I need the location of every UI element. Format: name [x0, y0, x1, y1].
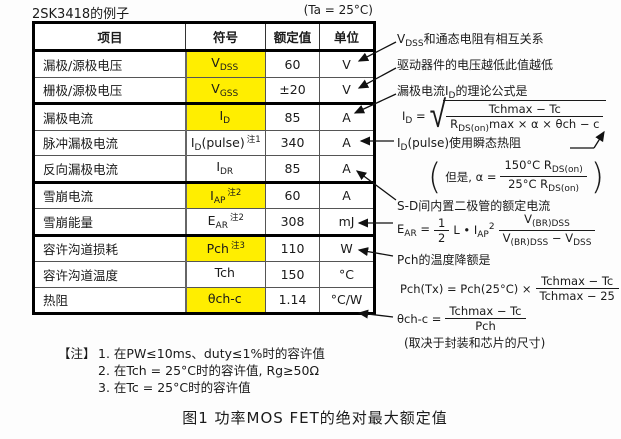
table-row: 脉冲漏极电流 ID(pulse) 注1 340 A	[33, 129, 375, 156]
alpha-formula: ( 但是, α = 150°C RDS(on) 25°C RDS(on) )	[428, 155, 604, 198]
annotation-body-diode: S-D间内置二极管的额定电流	[397, 199, 551, 213]
pch-tx-formula: Pch(Tx) = Pch(25°C) × Tchmax − Tc Tchmax …	[400, 274, 619, 304]
rating-cell: 85	[265, 102, 320, 131]
figure-caption: 图1 功率MOS FET的绝对最大额定值	[182, 409, 448, 427]
symbol-cell: θch-c	[185, 286, 266, 314]
item-cell: 热阻	[33, 286, 187, 314]
unit-cell: °C/W	[319, 286, 375, 314]
unit-cell: A	[319, 102, 375, 131]
symbol-cell: IAP注2	[185, 180, 266, 209]
symbol-cell: VGSS	[185, 76, 266, 104]
symbol-cell: ID	[185, 102, 266, 131]
unit-cell: V	[319, 76, 375, 104]
rating-cell: 60	[265, 50, 320, 78]
rating-cell: 150	[265, 261, 320, 288]
rating-cell: 85	[265, 155, 320, 183]
table-row: 热阻 θch-c 1.14 °C/W	[33, 286, 375, 314]
rating-cell: 110	[265, 233, 320, 262]
item-cell: 漏极电流	[33, 102, 187, 131]
col-header-symbol: 符号	[185, 22, 266, 52]
unit-cell: W	[319, 233, 375, 262]
annotation-package-note: (取决于封装和芯片的尺寸)	[404, 336, 546, 350]
item-cell: 漏极/源极电压	[33, 50, 187, 78]
rating-cell: 60	[265, 180, 320, 209]
footnote-1: 1. 在PW≤10ms、duty≤1%时的容许值	[98, 346, 325, 361]
symbol-cell: VDSS	[185, 50, 266, 78]
table-row: 雪崩能量 EAR注2 308 mJ	[33, 208, 375, 236]
rating-cell: ±20	[265, 76, 320, 104]
footnote-3: 3. 在Tc = 25°C时的容许值	[98, 380, 251, 395]
table-header-row: 项目 符号 额定值 单位	[33, 22, 375, 52]
table-row: 容许沟道损耗 Pch 注3 110 W	[33, 233, 375, 262]
item-cell: 栅极/源极电压	[33, 76, 187, 104]
rating-cell: 340	[265, 129, 320, 156]
ratings-table: 项目 符号 额定值 单位 漏极/源极电压 VDSS 60 V 栅极/源极电压 V…	[32, 21, 376, 315]
footnotes: 【注】 1. 在PW≤10ms、duty≤1%时的容许值 2. 在Tch = 2…	[58, 345, 325, 396]
theta-formula: θch-c = Tchmax − Tc Pch	[397, 304, 526, 334]
annotation-id-formula-intro: 漏极电流ID的理论公式是	[397, 84, 528, 101]
symbol-cell: Tch	[185, 261, 266, 288]
unit-cell: A	[319, 155, 375, 183]
unit-cell: V	[319, 50, 375, 78]
footnote-label: 【注】	[58, 346, 96, 361]
col-header-rating: 额定值	[265, 22, 320, 52]
col-header-unit: 单位	[319, 22, 375, 52]
item-cell: 容许沟道损耗	[33, 233, 187, 262]
item-cell: 雪崩电流	[33, 180, 187, 209]
unit-cell: mJ	[319, 208, 375, 236]
table-row: 漏极/源极电压 VDSS 60 V	[33, 50, 375, 78]
device-example-label: 2SK3418的例子	[32, 7, 130, 22]
item-cell: 脉冲漏极电流	[33, 129, 187, 156]
open-paren: (	[428, 155, 442, 198]
unit-cell: A	[319, 129, 375, 156]
col-header-item: 项目	[33, 22, 186, 52]
symbol-cell: Pch 注3	[185, 233, 266, 262]
unit-cell: A	[319, 180, 375, 209]
ambient-condition-label: (Ta = 25°C)	[303, 3, 373, 17]
table-row: 栅极/源极电压 VGSS ±20 V	[33, 76, 375, 104]
annotation-pch-derating: Pch的温度降额是	[397, 253, 491, 267]
symbol-cell: EAR注2	[185, 208, 266, 236]
item-cell: 容许沟道温度	[33, 261, 187, 288]
footnote-2: 2. 在Tch = 25°C时的容许值, Rg≥50Ω	[98, 363, 320, 378]
table-row: 漏极电流 ID 85 A	[33, 102, 375, 131]
annotation-vdss: VDSS和通态电阻有相互关系	[397, 32, 544, 49]
annotation-drive-voltage: 驱动器件的电压越低此值越低	[397, 58, 554, 72]
table-row: 雪崩电流 IAP注2 60 A	[33, 180, 375, 209]
symbol-cell: IDR	[185, 155, 266, 183]
radical-sign: √	[429, 93, 447, 137]
rating-cell: 308	[265, 208, 320, 236]
symbol-cell: ID(pulse) 注1	[185, 129, 266, 156]
item-cell: 雪崩能量	[33, 208, 187, 236]
annotation-id-pulse: ID(pulse)使用瞬态热阻	[397, 136, 522, 153]
unit-cell: °C	[319, 261, 375, 288]
id-formula: ID = √ Tchmax − Tc RDS(on)max × α × θch −…	[402, 96, 607, 136]
item-cell: 反向漏极电流	[33, 155, 187, 183]
table-row: 容许沟道温度 Tch 150 °C	[33, 261, 375, 288]
table-row: 反向漏极电流 IDR 85 A	[33, 155, 375, 183]
rating-cell: 1.14	[265, 286, 320, 314]
close-paren: )	[590, 155, 604, 198]
